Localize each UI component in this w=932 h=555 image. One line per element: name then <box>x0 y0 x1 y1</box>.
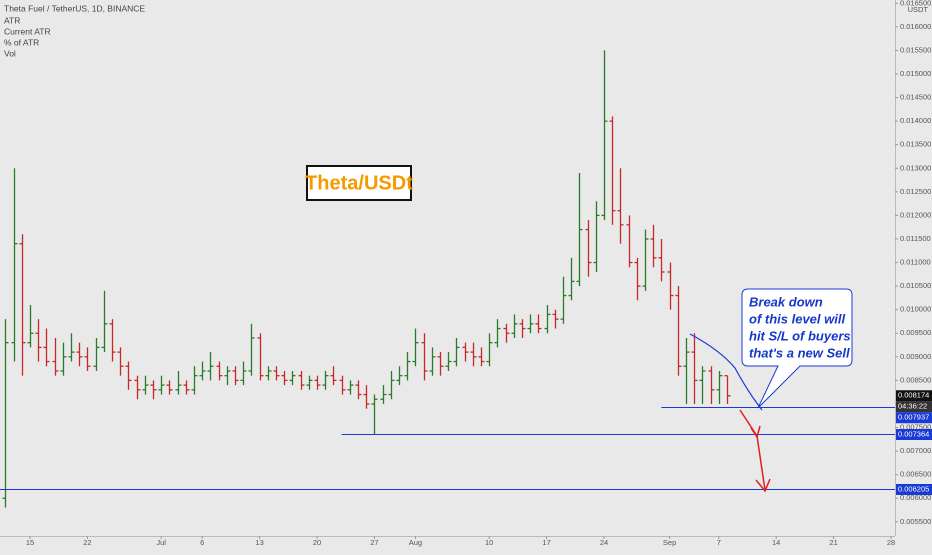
plot-area <box>0 50 895 508</box>
y-tick-label: 0.009500 <box>900 328 931 337</box>
x-tick-label: 13 <box>255 538 263 547</box>
arrow-head <box>750 425 761 439</box>
x-tick-label: 10 <box>485 538 493 547</box>
y-tick-label: 0.015500 <box>900 45 931 54</box>
countdown-badge <box>896 401 932 413</box>
y-tick-label: 0.016500 <box>900 0 931 7</box>
legend: Theta Fuel / TetherUS, 1D, BINANCE ATR C… <box>4 3 145 58</box>
price-badges: 0.008174 04:36:22 0.007937 0.007364 0.006205 <box>896 390 932 495</box>
last-price-label: 0.008174 <box>898 391 929 400</box>
y-tick-label: 0.014500 <box>900 93 931 102</box>
text-box-label: Theta/USDt <box>305 172 413 194</box>
level-label: 0.007937 <box>898 413 929 422</box>
level-label: 0.007364 <box>898 429 929 438</box>
callout: Break down of this level will hit S/L of… <box>741 288 853 409</box>
arrow-head <box>755 478 771 493</box>
y-tick-label: 0.012000 <box>900 210 931 219</box>
y-tick-label: 0.010000 <box>900 305 931 314</box>
x-tick-label: 15 <box>26 538 34 547</box>
x-tick-label: 28 <box>887 538 895 547</box>
text-box-frame <box>306 165 412 201</box>
level-badge <box>896 429 932 440</box>
level-badge <box>896 412 932 424</box>
x-tick-label: 14 <box>772 538 780 547</box>
y-tick-label: 0.015000 <box>900 69 931 78</box>
callout-line: of this level will <box>749 311 845 326</box>
y-tick-label: 0.006500 <box>900 470 931 479</box>
y-tick-label: 0.013500 <box>900 140 931 149</box>
trend-curve <box>689 333 763 411</box>
indicator: ATR <box>4 15 20 25</box>
arrow-line <box>756 435 766 491</box>
x-tick-label: Jul <box>156 538 166 547</box>
x-tick-label: 21 <box>829 538 837 547</box>
y-tick-label: 0.014000 <box>900 116 931 125</box>
y-tick-label: 0.009000 <box>900 352 931 361</box>
y-tick-label: 0.008500 <box>900 375 931 384</box>
y-tick-label: 0.011500 <box>900 234 931 243</box>
x-tick-label: 7 <box>717 538 721 547</box>
currency: USDT <box>908 5 929 14</box>
x-tick-label: Aug <box>409 538 422 547</box>
drawings <box>689 333 771 493</box>
y-tick-label: 0.005500 <box>900 517 931 526</box>
y-tick-label: 0.006000 <box>900 493 931 502</box>
callout-line: Break down <box>749 294 823 309</box>
countdown-label: 04:36:22 <box>898 402 927 411</box>
y-tick-label: 0.010500 <box>900 281 931 290</box>
level-badge <box>896 484 932 495</box>
x-tick-label: 27 <box>370 538 378 547</box>
y-tick-label: 0.007000 <box>900 446 931 455</box>
callout-line: hit S/L of buyers <box>749 328 851 343</box>
indicator: Vol <box>4 48 16 58</box>
x-tick-label: 24 <box>600 538 608 547</box>
y-tick-label: 0.007500 <box>900 423 931 432</box>
x-tick-label: 6 <box>200 538 204 547</box>
indicator: Current ATR <box>4 26 51 36</box>
indicator: % of ATR <box>4 37 39 47</box>
x-tick-label: 17 <box>542 538 550 547</box>
callout-frame <box>741 288 853 409</box>
last-price-badge <box>896 390 932 402</box>
x-tick-label: Sep <box>663 538 676 547</box>
y-tick-label: 0.011000 <box>900 258 931 267</box>
symbol-title: Theta Fuel / TetherUS, 1D, BINANCE <box>4 3 145 13</box>
y-tick-label: 0.012500 <box>900 187 931 196</box>
x-tick-label: 20 <box>313 538 321 547</box>
callout-line: that's a new Sell <box>749 345 850 360</box>
y-tick-label: 0.016000 <box>900 22 931 31</box>
level-label: 0.006205 <box>898 484 929 493</box>
y-tick-label: 0.013000 <box>900 163 931 172</box>
x-tick-label: 22 <box>83 538 91 547</box>
text-box: Theta/USDt <box>305 165 413 201</box>
